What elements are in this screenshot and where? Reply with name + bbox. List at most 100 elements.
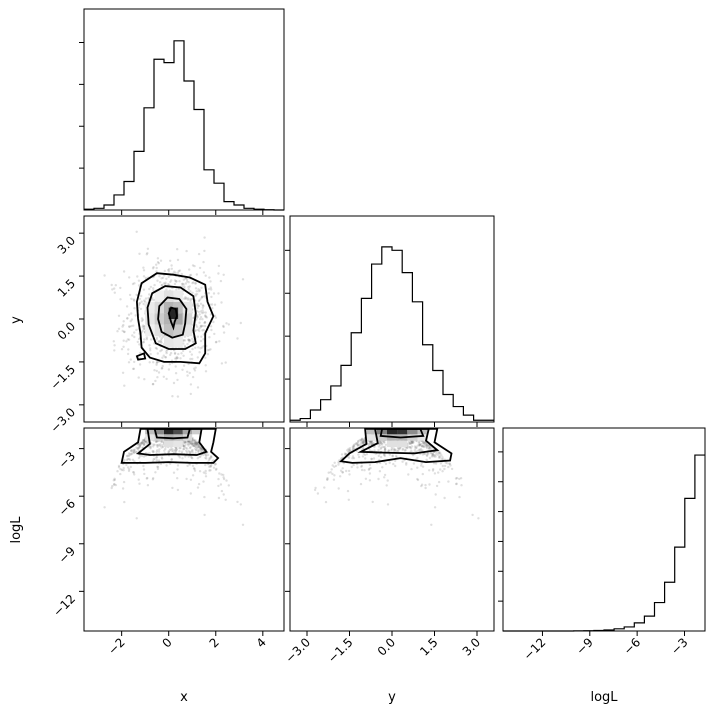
sample-point	[171, 486, 174, 490]
sample-point	[208, 465, 211, 468]
sample-point	[443, 464, 447, 468]
sample-point	[197, 299, 201, 303]
sample-point	[121, 487, 125, 490]
sample-point	[416, 449, 419, 453]
sample-point	[420, 444, 423, 448]
sample-point	[195, 290, 198, 293]
sample-point	[160, 440, 164, 443]
sample-point	[121, 325, 124, 328]
sample-point	[360, 465, 363, 468]
histogram-x-panel	[79, 8, 285, 215]
sample-point	[418, 443, 421, 446]
sample-point	[373, 449, 376, 452]
contour-line	[135, 272, 215, 365]
sample-point	[127, 457, 131, 461]
sample-point	[198, 470, 202, 473]
sample-point	[153, 457, 156, 460]
sample-point	[398, 447, 401, 450]
sample-point	[356, 466, 359, 469]
sample-point	[174, 447, 178, 450]
sample-point	[153, 283, 156, 287]
sample-point	[168, 449, 171, 452]
sample-point	[159, 339, 163, 342]
sample-point	[201, 311, 204, 315]
sample-point	[203, 236, 206, 239]
sample-point	[433, 506, 437, 509]
sample-point	[200, 335, 203, 338]
sample-point	[188, 451, 191, 454]
sample-point	[396, 446, 400, 449]
sample-point	[187, 440, 191, 443]
sample-point	[210, 455, 213, 459]
sample-point	[133, 451, 136, 454]
sample-point	[370, 442, 373, 445]
sample-point	[167, 268, 170, 272]
sample-point	[199, 339, 203, 343]
sample-point	[152, 382, 155, 386]
sample-point	[187, 288, 190, 291]
sample-point	[161, 457, 164, 460]
y-axis-label-logL: logL	[9, 516, 24, 544]
sample-point	[190, 442, 193, 445]
sample-point	[377, 445, 381, 448]
sample-point	[145, 477, 148, 480]
sample-point	[363, 453, 367, 457]
sample-point	[181, 282, 184, 286]
sample-point	[421, 445, 424, 448]
sample-point	[183, 441, 186, 445]
sample-point	[206, 353, 210, 356]
sample-point	[173, 282, 177, 286]
sample-point	[180, 352, 183, 355]
sample-point	[191, 444, 194, 447]
density-cell	[386, 440, 398, 448]
sample-point	[151, 478, 155, 481]
sample-point	[175, 280, 178, 283]
sample-point	[189, 446, 192, 449]
sample-point	[405, 463, 408, 466]
sample-point	[123, 384, 126, 387]
sample-point	[416, 466, 419, 469]
sample-point	[420, 443, 423, 446]
sample-point	[155, 450, 158, 453]
sample-point	[142, 327, 145, 330]
sample-point	[199, 447, 203, 450]
sample-point	[209, 469, 212, 472]
sample-point	[158, 275, 161, 278]
sample-point	[357, 453, 360, 456]
sample-point	[123, 500, 126, 504]
sample-point	[425, 454, 429, 458]
sample-point	[198, 298, 201, 301]
sample-point	[329, 471, 332, 474]
sample-point	[195, 441, 199, 444]
sample-point	[327, 471, 330, 474]
plot-area	[103, 230, 245, 398]
sample-point	[192, 281, 195, 284]
sample-point	[196, 486, 200, 489]
sample-point	[191, 457, 194, 460]
sample-point	[197, 450, 200, 454]
sample-point	[132, 298, 135, 301]
sample-point	[187, 449, 190, 453]
sample-point	[161, 356, 164, 359]
sample-point	[421, 445, 424, 448]
sample-point	[140, 294, 143, 298]
sample-point	[208, 336, 211, 339]
sample-point	[395, 454, 398, 458]
sample-point	[187, 444, 190, 447]
sample-point	[183, 445, 186, 449]
sample-point	[421, 440, 424, 443]
sample-point	[202, 311, 205, 314]
sample-point	[392, 449, 396, 452]
sample-point	[197, 449, 200, 453]
sample-point	[471, 513, 474, 517]
sample-point	[197, 304, 200, 307]
sample-point	[159, 443, 162, 446]
sample-point	[173, 279, 177, 282]
sample-point	[192, 341, 195, 344]
sample-point	[184, 282, 188, 285]
sample-point	[352, 445, 356, 448]
sample-point	[197, 290, 200, 293]
sample-point	[178, 269, 182, 272]
sample-point	[212, 459, 215, 462]
